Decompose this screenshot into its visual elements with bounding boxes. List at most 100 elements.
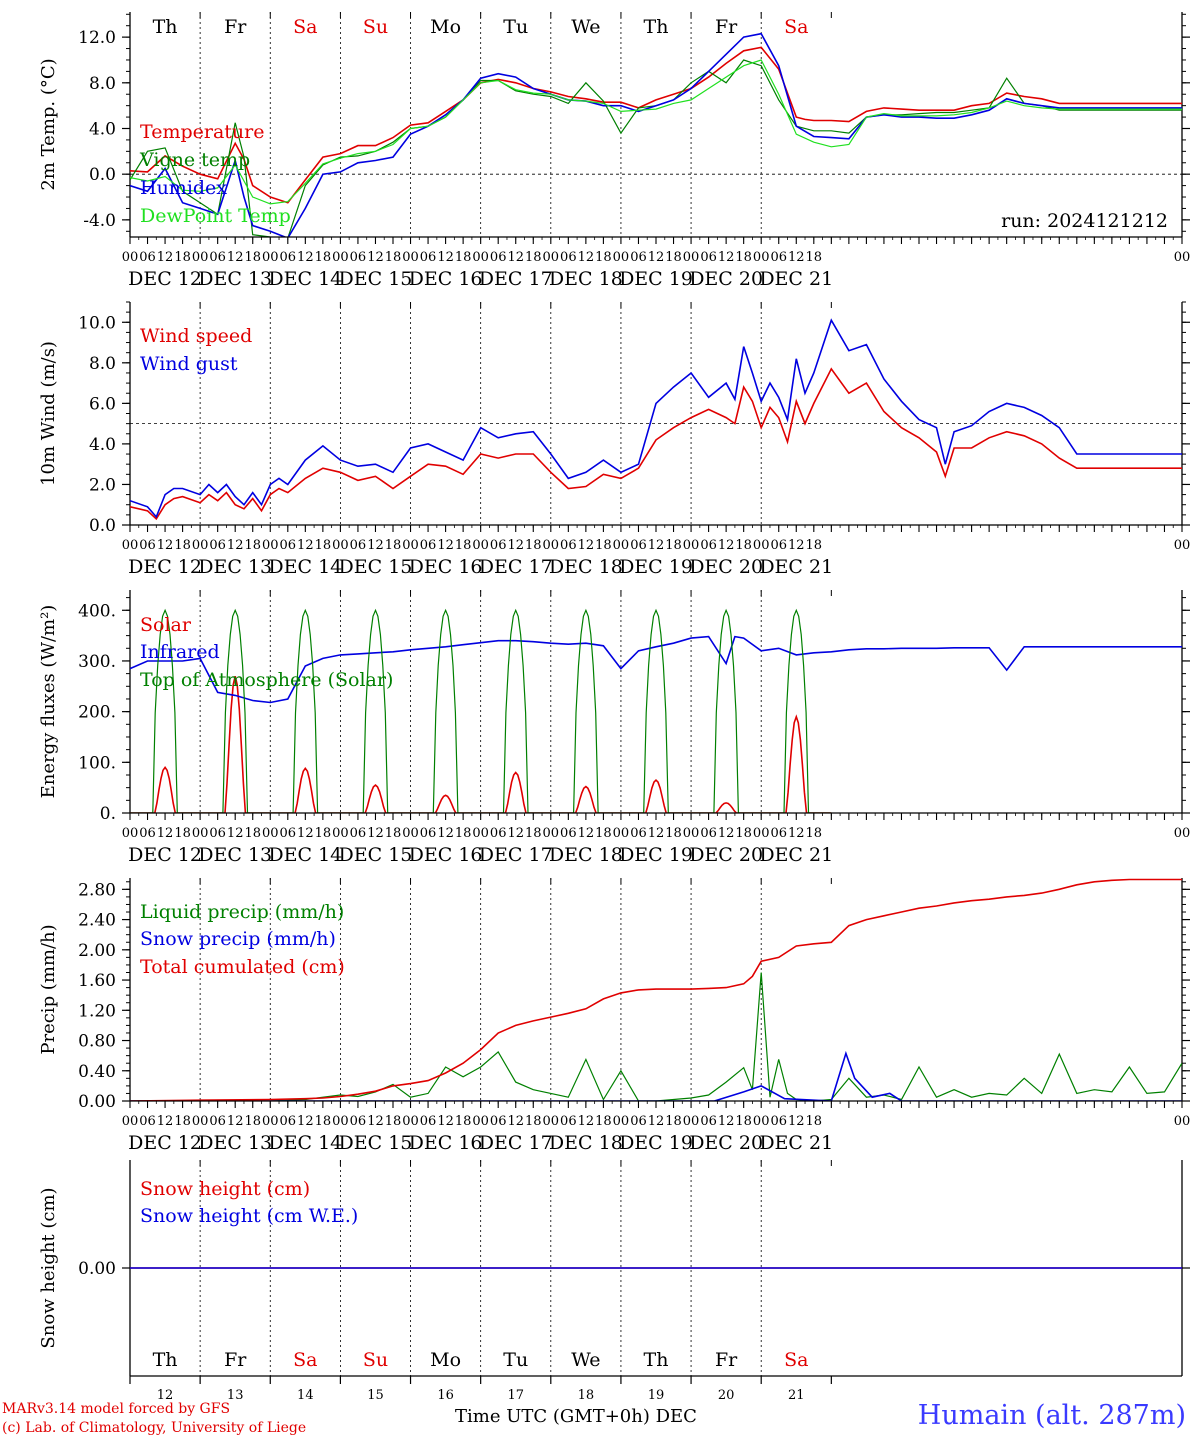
weekday-label: Fr	[224, 1349, 247, 1371]
legend-entry: Vigne temp	[139, 149, 250, 171]
y-tick-label: 0.0	[89, 516, 116, 536]
hour-label: 18	[806, 826, 823, 841]
hour-label: 12	[227, 826, 244, 841]
hour-label: 12	[788, 250, 805, 265]
hour-label: 00	[402, 1114, 419, 1129]
hour-label: 18	[525, 1114, 542, 1129]
day-number: 19	[648, 1388, 665, 1403]
hour-label: 06	[490, 1114, 507, 1129]
weekday-label: Su	[363, 1349, 388, 1371]
hour-label: 18	[595, 826, 612, 841]
hour-label: 00	[122, 826, 139, 841]
weekday-label: Fr	[715, 16, 738, 38]
date-label: DEC 20	[689, 844, 763, 866]
hour-label: 18	[174, 250, 191, 265]
legend-entry: Wind speed	[140, 325, 252, 347]
date-label: DEC 18	[549, 268, 623, 290]
hour-label: 06	[280, 250, 297, 265]
y-tick-label: 0.0	[89, 165, 116, 185]
date-label: DEC 12	[128, 268, 202, 290]
weekday-label: Tu	[503, 16, 528, 38]
hour-label: 00	[192, 250, 209, 265]
hour-label: 12	[788, 826, 805, 841]
hour-label: 12	[437, 250, 454, 265]
hour-label: 00	[613, 1114, 630, 1129]
hour-label: 00	[402, 538, 419, 553]
series-line-dewpoint-temp	[130, 59, 1182, 205]
hour-label: 00	[262, 826, 279, 841]
series-line-total-cumulated-cm-	[130, 878, 1182, 1101]
legend-entry: Temperature	[140, 121, 264, 143]
date-label: DEC 17	[479, 1132, 553, 1154]
date-label: DEC 16	[409, 844, 483, 866]
day-number: 17	[507, 1388, 524, 1403]
legend-entry: Humidex	[140, 177, 227, 199]
hour-label: 18	[174, 826, 191, 841]
hour-label: 00	[1174, 1114, 1191, 1129]
date-label: DEC 19	[619, 1132, 693, 1154]
date-label: DEC 21	[759, 556, 833, 578]
y-tick-label: 0.40	[78, 1062, 116, 1082]
hour-label: 12	[648, 538, 665, 553]
y-tick-label: 6.0	[89, 394, 116, 414]
hour-label: 18	[244, 1114, 261, 1129]
hour-label: 06	[630, 250, 647, 265]
hour-label: 12	[507, 538, 524, 553]
hour-label: 00	[1174, 826, 1191, 841]
hour-label: 06	[420, 250, 437, 265]
hour-label: 00	[472, 1114, 489, 1129]
hour-label: 18	[455, 538, 472, 553]
date-label: DEC 15	[339, 556, 413, 578]
date-label: DEC 21	[759, 268, 833, 290]
hour-label: 06	[280, 826, 297, 841]
weekday-label: We	[571, 1349, 600, 1371]
series-line-infrared	[130, 635, 1182, 704]
y-tick-label: 0.00	[78, 1092, 116, 1112]
date-label: DEC 21	[759, 844, 833, 866]
panel-5: 0.00 Snow height (cm) Snow height (cm) Snow…	[38, 1160, 1190, 1376]
hour-label: 12	[578, 250, 595, 265]
weekday-label: Sa	[784, 1349, 808, 1371]
hour-label: 00	[613, 826, 630, 841]
y-tick-label: 8.0	[89, 74, 116, 94]
date-label: DEC 15	[339, 268, 413, 290]
hour-label: 06	[700, 826, 717, 841]
hour-label: 12	[578, 1114, 595, 1129]
hour-label: 18	[174, 1114, 191, 1129]
hour-label: 12	[157, 1114, 174, 1129]
hour-label: 00	[683, 250, 700, 265]
weekday-label: Su	[363, 16, 388, 38]
date-label: DEC 17	[479, 268, 553, 290]
y-tick-label: 10.0	[78, 313, 116, 333]
hour-label: 12	[367, 826, 384, 841]
hour-label: 18	[735, 1114, 752, 1129]
hour-label: 06	[280, 1114, 297, 1129]
legend-entry: Infrared	[140, 641, 220, 663]
hour-label: 18	[385, 1114, 402, 1129]
hour-label: 18	[595, 250, 612, 265]
hour-label: 00	[332, 250, 349, 265]
panel-2: 10.0 8.0 6.0 4.0 2.0 0.0 10m Wind (m/s) Wind sp…	[38, 301, 1190, 578]
hour-label: 00	[402, 250, 419, 265]
hour-label: 00	[753, 250, 770, 265]
weekday-label: Sa	[293, 16, 317, 38]
x-axis-title: Time UTC (GMT+0h) DEC	[455, 1406, 697, 1427]
hour-label: 06	[770, 538, 787, 553]
legend-entry: Total cumulated (cm)	[140, 956, 345, 978]
hour-label: 00	[332, 1114, 349, 1129]
lab-credit: (c) Lab. of Climatology, University of L…	[2, 1420, 307, 1436]
hour-label: 18	[315, 1114, 332, 1129]
series-line-liquid-precip-mm-h-	[130, 972, 1182, 1101]
y-tick-label: 0.00	[78, 1259, 116, 1279]
y-axis-label: Snow height (cm)	[38, 1187, 59, 1348]
hour-label: 06	[630, 1114, 647, 1129]
y-tick-label: 2.00	[78, 941, 116, 961]
weekday-label: Th	[644, 1349, 669, 1371]
series-line-wind-gust	[130, 318, 1182, 519]
hour-label: 12	[297, 250, 314, 265]
hour-label: 12	[367, 1114, 384, 1129]
hour-label: 12	[367, 250, 384, 265]
hour-label: 12	[297, 1114, 314, 1129]
series-group	[130, 318, 1182, 521]
